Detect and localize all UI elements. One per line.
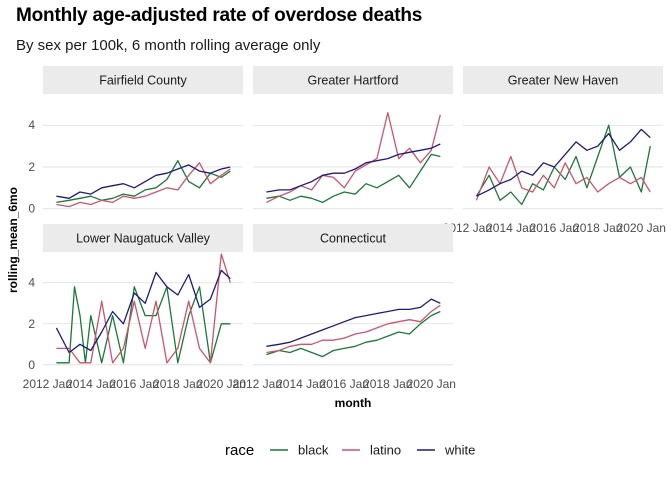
x-tick-label: 2014 Jan: [276, 377, 325, 391]
y-tick-label: 2: [28, 317, 35, 331]
series-line-latino: [475, 155, 651, 201]
series-line-white: [476, 128, 651, 197]
series-line-white: [266, 143, 441, 193]
y-tick-label: 4: [28, 118, 35, 132]
series-line-black: [266, 310, 441, 358]
x-tick-label: 2020 Jan: [617, 221, 666, 235]
facet-strip: [43, 66, 243, 94]
x-tick-label: 2016 Jan: [320, 377, 369, 391]
series-line-black: [475, 124, 651, 206]
series-line-latino: [266, 112, 441, 203]
facet-label: Lower Naugatuck Valley: [76, 232, 211, 246]
y-axis-title: rolling_mean_6mo: [6, 187, 20, 293]
x-tick-label: 2018 Jan: [363, 377, 412, 391]
x-tick-label: 2016 Jan: [110, 377, 159, 391]
x-tick-label: 2014 Jan: [486, 221, 535, 235]
series-line-black: [56, 286, 231, 364]
facet-label: Fairfield County: [99, 74, 187, 88]
x-tick-label: 2014 Jan: [66, 377, 115, 391]
series-line-white: [55, 269, 231, 354]
x-tick-label: 2018 Jan: [153, 377, 202, 391]
legend-label-white: white: [444, 443, 475, 458]
x-tick-label: 2016 Jan: [530, 221, 579, 235]
x-tick-label: 2020 Jan: [407, 377, 456, 391]
x-tick-label: 2020 Jan: [197, 377, 246, 391]
legend-label-black: black: [298, 443, 329, 458]
facet-strip: [463, 66, 663, 94]
y-tick-label: 0: [28, 358, 35, 372]
x-tick-label: 2012 Jan: [443, 221, 492, 235]
y-tick-label: 4: [28, 276, 35, 290]
y-tick-label: 2: [28, 160, 35, 174]
series-line-latino: [266, 304, 441, 354]
series-line-black: [266, 153, 441, 204]
series-line-white: [266, 298, 441, 347]
legend-label-latino: latino: [370, 443, 401, 458]
facet-label: Greater New Haven: [508, 74, 619, 88]
legend-title: race: [225, 442, 254, 459]
facet-strip: [43, 224, 243, 252]
series-line-black: [56, 160, 231, 204]
x-axis-title: month: [335, 396, 372, 410]
facet-strip: [253, 224, 453, 252]
chart-subtitle: By sex per 100k, 6 month rolling average…: [16, 37, 321, 54]
chart-title: Monthly age-adjusted rate of overdose de…: [16, 5, 423, 26]
x-tick-label: 2012 Jan: [233, 377, 282, 391]
facet-label: Connecticut: [320, 232, 387, 246]
facet-label: Greater Hartford: [307, 74, 398, 88]
series-line-latino: [56, 253, 231, 364]
series-line-white: [56, 164, 231, 199]
x-tick-label: 2012 Jan: [23, 377, 72, 391]
x-tick-label: 2018 Jan: [573, 221, 622, 235]
facet-strip: [253, 66, 453, 94]
y-tick-label: 0: [28, 202, 35, 216]
series-line-latino: [56, 162, 231, 208]
